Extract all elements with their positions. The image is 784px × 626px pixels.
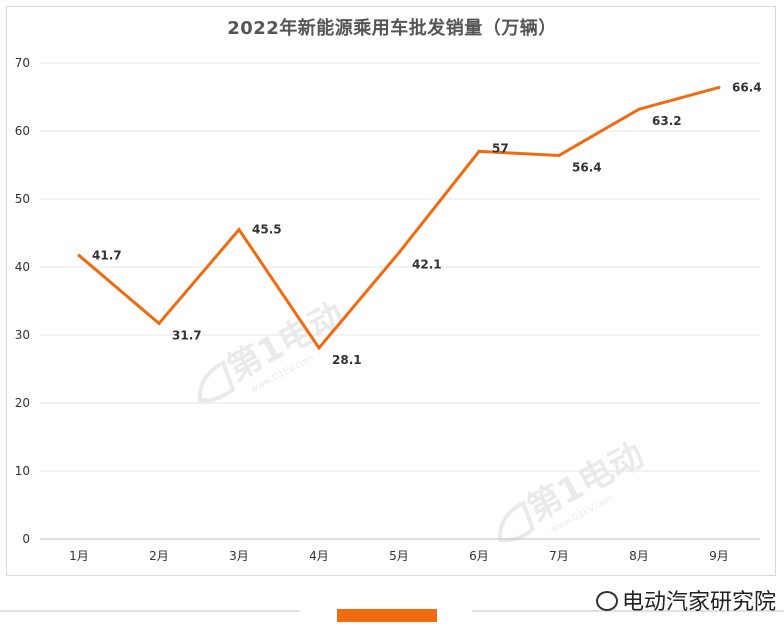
x-tick-label: 5月 [389, 549, 409, 563]
data-point [237, 228, 241, 232]
data-label: 31.7 [172, 328, 202, 342]
x-tick-label: 7月 [549, 549, 569, 563]
data-point [317, 346, 321, 350]
data-point [557, 153, 561, 157]
y-tick-label: 50 [15, 192, 30, 206]
x-tick-label: 3月 [229, 549, 249, 563]
brand-signature: 电动汽家研究院 [595, 584, 776, 616]
data-point [477, 149, 481, 153]
x-axis: 1月 2月 3月 4月 5月 6月 7月 8月 9月 [69, 549, 729, 563]
car-logo-icon [497, 499, 536, 543]
data-label: 41.7 [92, 248, 122, 262]
x-tick-label: 4月 [309, 549, 329, 563]
x-tick-label: 8月 [629, 549, 649, 563]
chat-bubble-icon [595, 591, 618, 611]
data-point [397, 251, 401, 255]
data-label: 57 [492, 141, 509, 155]
x-tick-label: 1月 [69, 549, 89, 563]
y-tick-label: 0 [22, 532, 30, 546]
x-tick-label: 6月 [469, 549, 489, 563]
series-group: 41.7 31.7 45.5 28.1 42.1 57 56.4 63.2 66.4 [77, 80, 762, 367]
data-label: 63.2 [652, 114, 682, 128]
footer-accent-bar [337, 609, 437, 622]
data-point [77, 253, 81, 257]
x-tick-label: 2月 [149, 549, 169, 563]
chart-frame [6, 6, 776, 576]
y-axis: 0 10 20 30 40 50 60 70 [15, 56, 30, 546]
grid-lines [40, 62, 760, 540]
data-label: 66.4 [732, 80, 762, 94]
car-logo-icon [197, 359, 236, 403]
y-tick-label: 10 [15, 464, 30, 478]
data-point [717, 85, 721, 89]
data-point [637, 107, 641, 111]
y-tick-label: 70 [15, 56, 30, 70]
y-tick-label: 30 [15, 328, 30, 342]
series-line [78, 86, 720, 351]
x-tick-label: 9月 [709, 549, 729, 563]
footer-divider-left [0, 610, 300, 612]
data-label: 45.5 [252, 223, 282, 237]
footer-divider-right [472, 610, 784, 612]
y-tick-label: 20 [15, 396, 30, 410]
data-point [157, 321, 161, 325]
y-tick-label: 40 [15, 260, 30, 274]
brand-text: 电动汽家研究院 [621, 590, 776, 615]
data-label: 42.1 [412, 258, 442, 272]
data-label: 56.4 [572, 160, 602, 174]
data-label: 28.1 [332, 353, 362, 367]
chart-title: 2022年新能源乘用车批发销量（万辆） [227, 18, 557, 39]
y-tick-label: 60 [15, 124, 30, 138]
